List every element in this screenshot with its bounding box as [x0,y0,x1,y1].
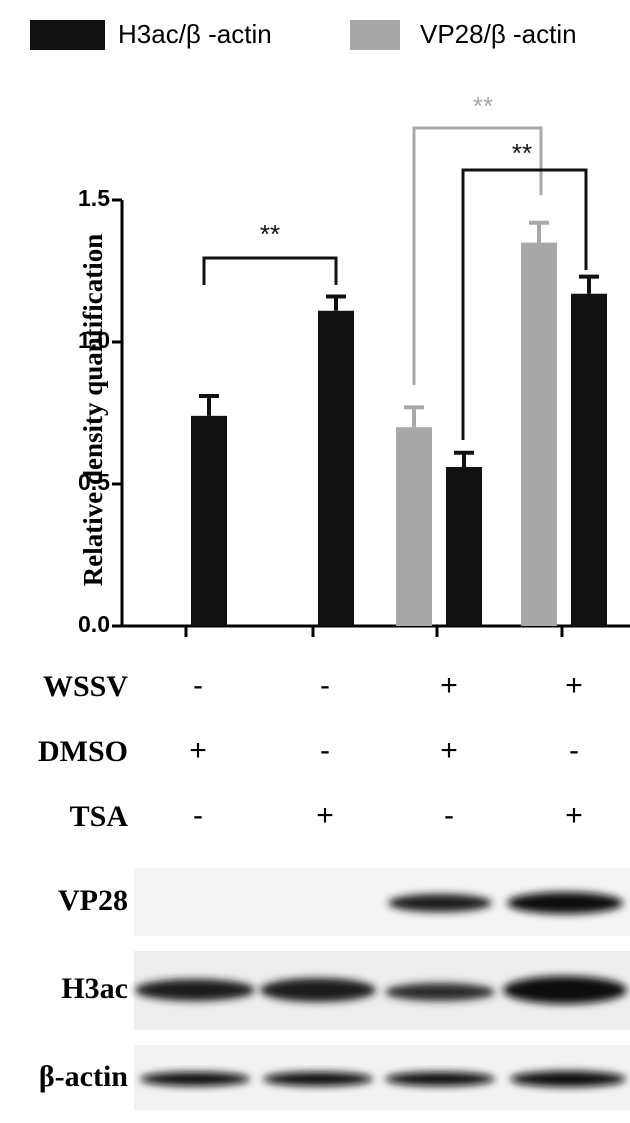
condition-value: - [193,669,203,702]
condition-value: + [189,734,207,767]
error-bar [529,223,549,243]
figure: Relative density quantification 0.0 0.5 1.… [0,0,630,1123]
y-tick-label: 0.5 [78,469,110,495]
error-bar [326,297,346,311]
blot-label: H3ac [61,972,128,1005]
condition-value: - [320,669,330,702]
blot-beta-actin [134,1045,630,1110]
condition-value: + [440,669,458,702]
blot-h3ac [134,951,630,1030]
y-tick-label: 1.5 [78,185,110,211]
bar [446,467,482,626]
error-bar [454,453,474,467]
blot-label: β-actin [39,1060,128,1093]
y-tick-label: 1.0 [78,327,110,353]
bar [318,311,354,626]
bar [521,243,557,626]
bar [191,416,227,626]
condition-value: - [569,734,579,767]
bar [396,427,432,626]
error-bar [579,277,599,294]
significance-label: ** [473,91,493,121]
significance-label: ** [512,138,532,168]
significance-bracket [204,258,336,285]
condition-value: + [440,734,458,767]
condition-value: + [565,669,583,702]
condition-label: TSA [70,800,129,833]
condition-value: - [193,799,203,832]
condition-value: - [444,799,454,832]
condition-label: WSSV [43,670,128,703]
y-tick-label: 0.0 [78,611,110,637]
page: {"chart_data": {"type": "bar", "ylabel":… [0,0,630,1123]
condition-value: - [320,734,330,767]
significance-label: ** [260,219,280,249]
legend-swatch [30,20,105,50]
bar [571,294,607,626]
blot-vp28 [134,868,630,936]
error-bar [199,396,219,416]
condition-value: + [316,799,334,832]
blot-label: VP28 [58,884,128,917]
legend-label: VP28/β -actin [420,19,577,49]
legend-swatch [350,20,400,50]
legend-label: H3ac/β -actin [118,19,272,49]
error-bar [404,407,424,427]
condition-value: + [565,799,583,832]
condition-label: DMSO [38,735,128,768]
y-axis-label: Relative density quantification [78,234,108,587]
